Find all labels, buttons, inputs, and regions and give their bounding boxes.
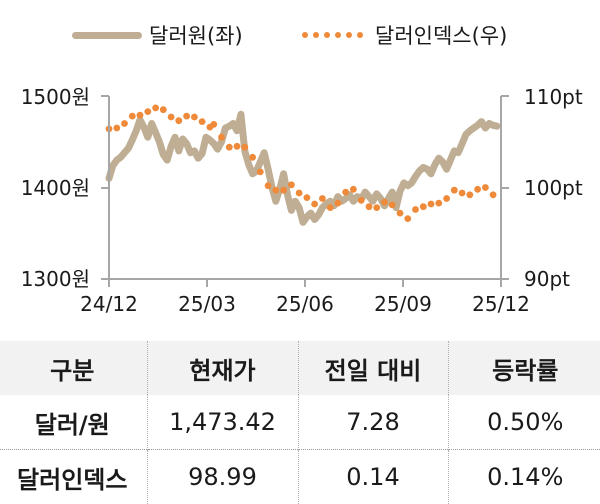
legend-dots-swatch bbox=[302, 32, 363, 38]
right-tick-100: 100pt bbox=[524, 176, 583, 200]
x-axis-labels: 24/12 25/03 25/06 25/09 25/12 bbox=[80, 292, 530, 316]
row-price: 1,473.42 bbox=[146, 395, 298, 450]
x-axis bbox=[108, 278, 502, 287]
row-price: 98.99 bbox=[146, 449, 298, 504]
table-row-dxy: 달러인덱스 98.99 0.14 0.14% bbox=[0, 449, 600, 504]
chart-legend: 달러원(좌) 달러인덱스(우) bbox=[0, 20, 600, 56]
left-axis bbox=[101, 95, 110, 280]
legend-label-dxy: 달러인덱스(우) bbox=[375, 24, 508, 48]
legend-item-dxy: 달러인덱스(우) bbox=[302, 20, 507, 50]
left-tick-1400: 1400원 bbox=[21, 176, 90, 200]
left-tick-1300: 1300원 bbox=[21, 267, 90, 291]
legend-label-usdkrw: 달러원(좌) bbox=[149, 24, 243, 48]
header-category: 구분 bbox=[0, 341, 147, 395]
table-row-usdkrw: 달러/원 1,473.42 7.28 0.50% bbox=[0, 395, 600, 450]
row-rate: 0.50% bbox=[447, 395, 600, 450]
row-change: 0.14 bbox=[297, 449, 448, 504]
legend-item-usdkrw: 달러원(좌) bbox=[72, 20, 243, 50]
fx-summary-table: 구분 현재가 전일 대비 등락률 달러/원 1,473.42 7.28 0.50… bbox=[0, 341, 600, 504]
left-axis-labels: 1500원 1400원 1300원 bbox=[21, 85, 90, 291]
x-tick-2509: 25/09 bbox=[374, 292, 432, 316]
header-price: 현재가 bbox=[146, 341, 298, 395]
line-chart: 1500원 1400원 1300원 110pt 100pt 90pt 24/12… bbox=[21, 85, 583, 316]
x-tick-2506: 25/06 bbox=[276, 292, 334, 316]
x-tick-2503: 25/03 bbox=[178, 292, 236, 316]
row-change: 7.28 bbox=[297, 395, 448, 450]
x-tick-2512: 25/12 bbox=[472, 292, 530, 316]
left-tick-1500: 1500원 bbox=[21, 85, 90, 109]
legend-line-swatch bbox=[72, 31, 142, 39]
header-change: 전일 대비 bbox=[297, 341, 448, 395]
right-axis bbox=[500, 95, 509, 280]
right-axis-labels: 110pt 100pt 90pt bbox=[524, 85, 583, 291]
row-rate: 0.14% bbox=[447, 449, 600, 504]
dxy-dots bbox=[105, 104, 497, 223]
plot-series bbox=[105, 104, 501, 226]
row-name: 달러/원 bbox=[34, 410, 110, 439]
right-tick-110: 110pt bbox=[524, 85, 583, 109]
table-header-row: 구분 현재가 전일 대비 등락률 bbox=[0, 341, 600, 395]
right-tick-90: 90pt bbox=[524, 267, 570, 291]
header-rate: 등락률 bbox=[447, 341, 600, 395]
row-name: 달러인덱스 bbox=[0, 449, 147, 504]
x-tick-2412: 24/12 bbox=[80, 292, 138, 316]
usdkrw-line bbox=[105, 110, 501, 226]
